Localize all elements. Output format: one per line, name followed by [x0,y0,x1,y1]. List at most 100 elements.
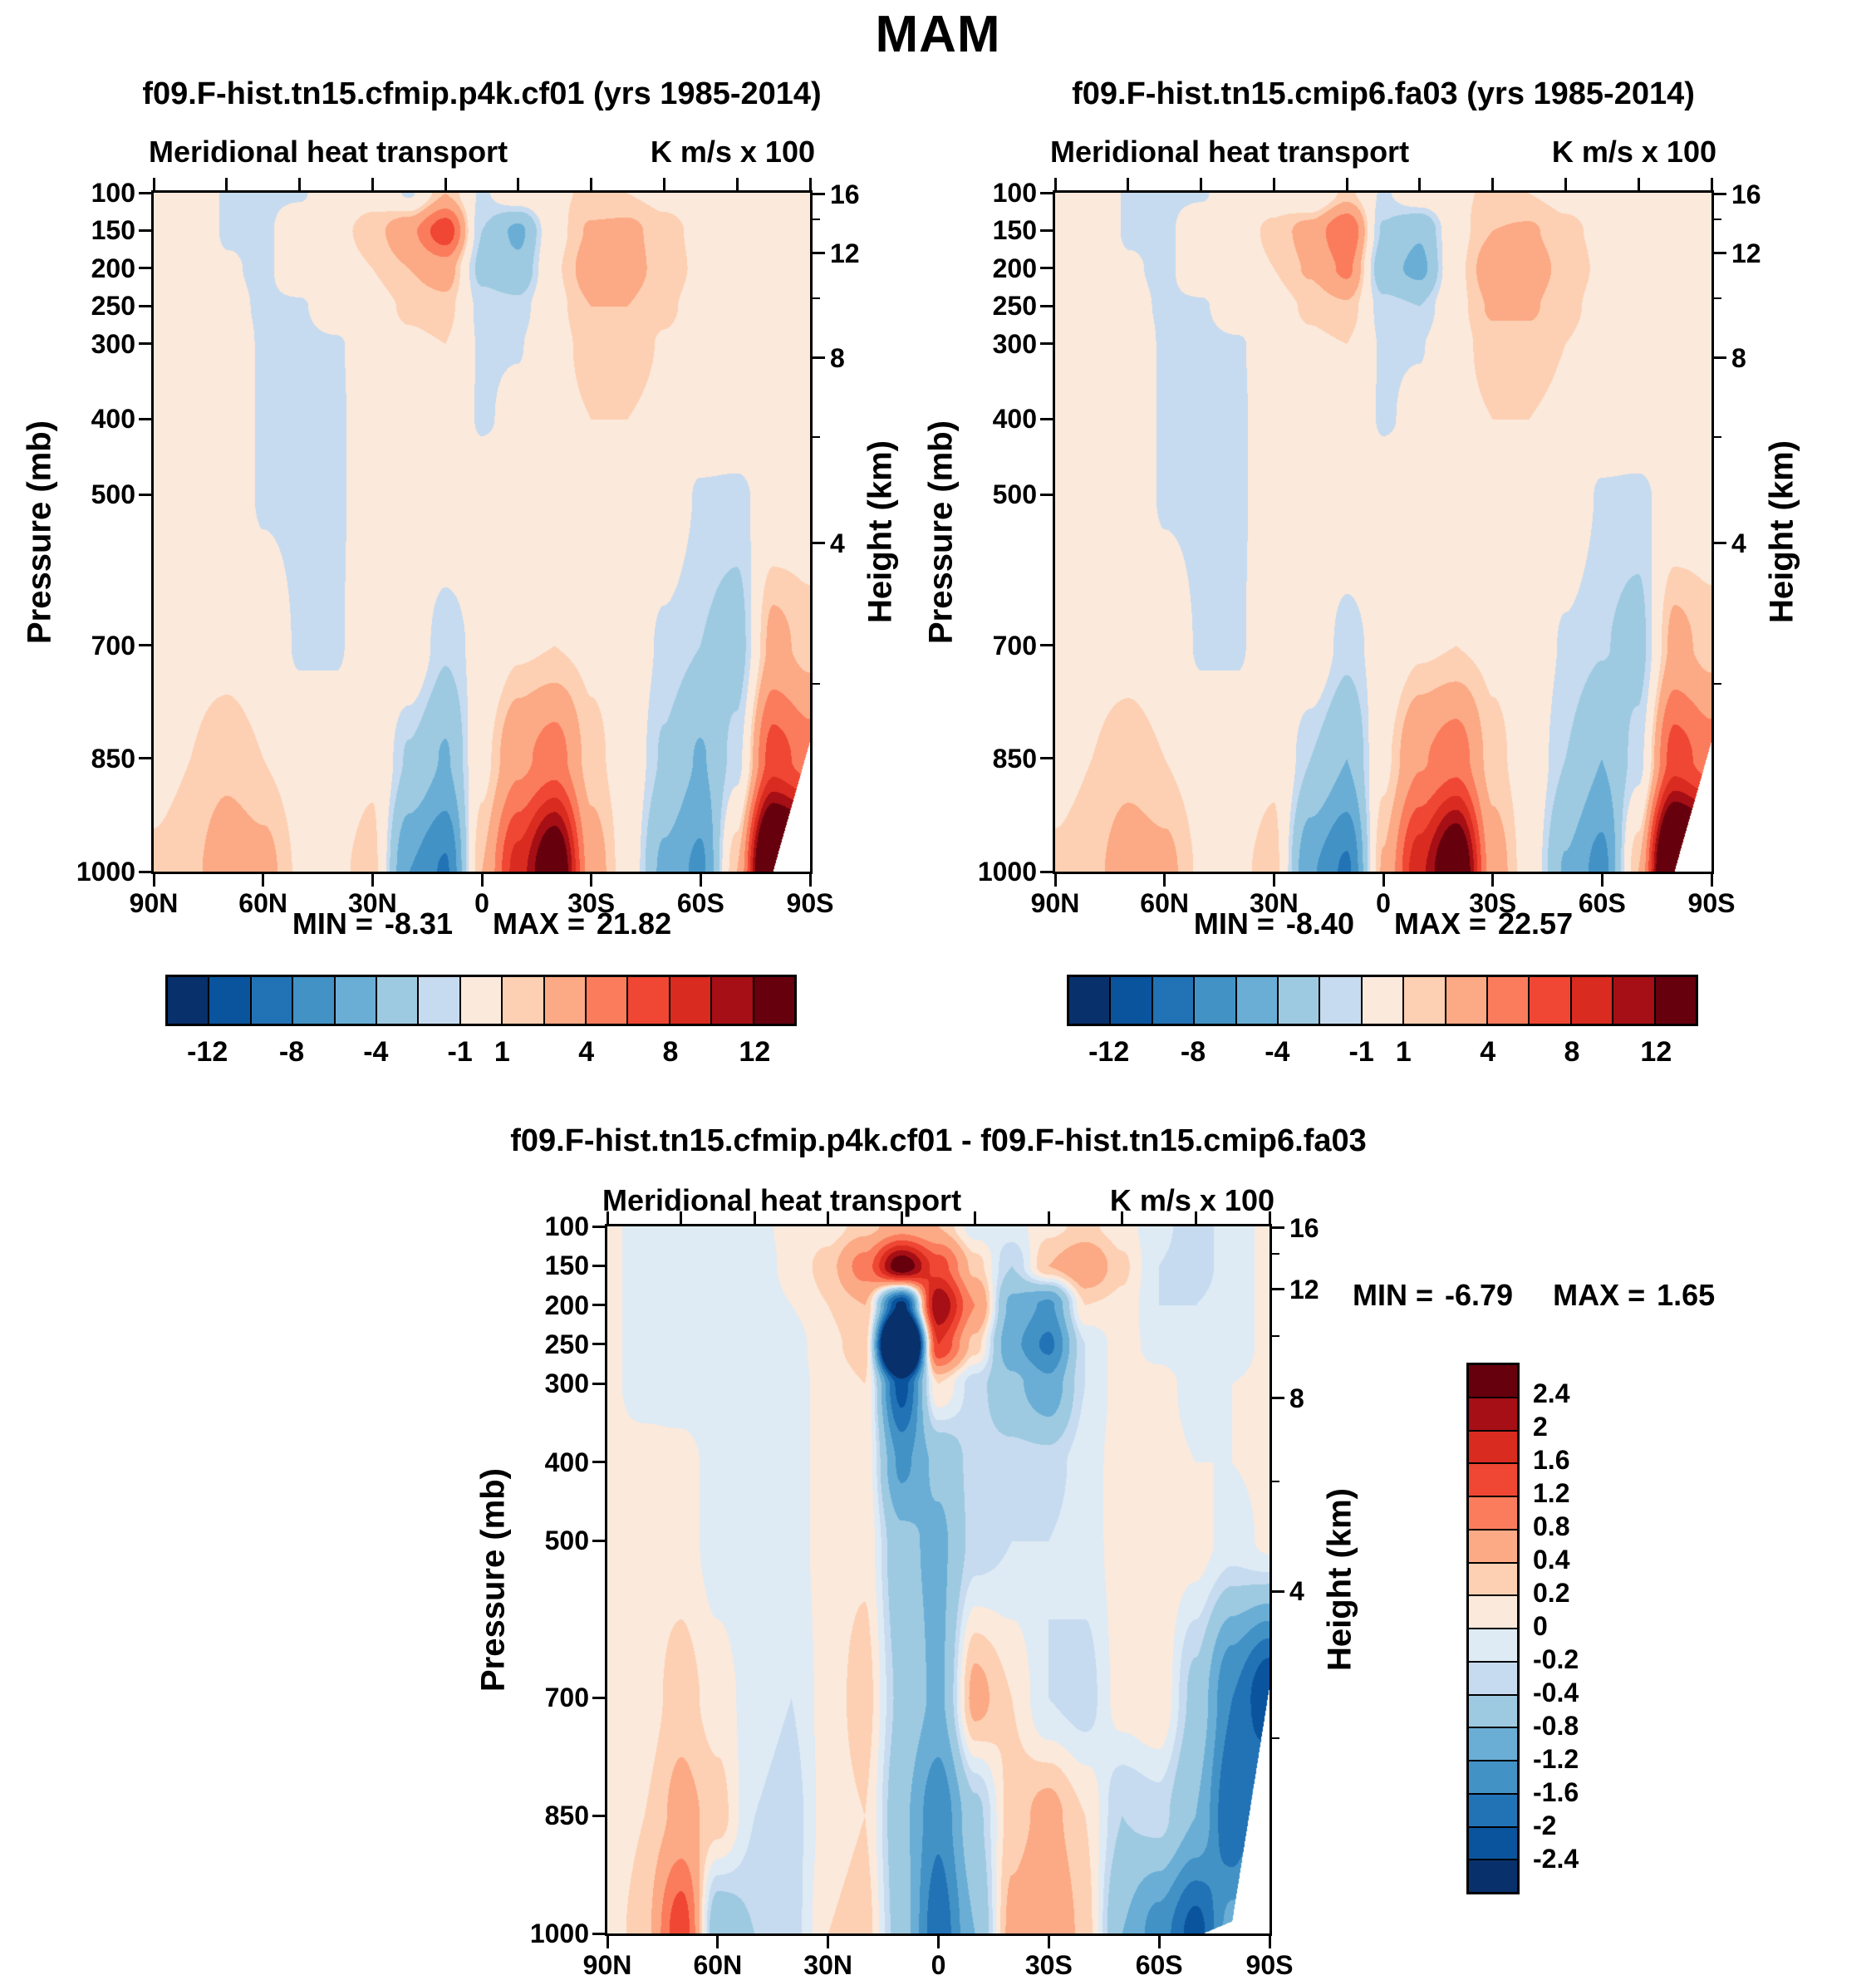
pressure-tick-label: 300 [544,1368,589,1399]
latitude-tick-label: 60N [1140,888,1189,918]
diff-colorbar-cell [1469,1827,1517,1861]
colorbar-tick-label: 1 [1395,1036,1412,1068]
panel-title: f09.F-hist.tn15.cmip6.fa03 (yrs 1985-201… [1072,76,1695,111]
colorbar-cell [251,977,294,1024]
top-latitude-tick [1047,1211,1050,1224]
pressure-tick-label: 1000 [977,857,1037,887]
diff-colorbar-tick-label: -0.2 [1533,1644,1579,1674]
pressure-tick-label: 150 [544,1250,589,1281]
diff-colorbar-tick-label: 1.2 [1533,1478,1570,1508]
pressure-tick-label: 100 [91,178,135,208]
diff-colorbar-cell [1469,1497,1517,1530]
pressure-tick [1040,342,1053,346]
diff-colorbar-tick-label: 1.6 [1533,1445,1570,1475]
height-tick-label: 8 [1731,342,1746,373]
diff-colorbar-tick-label: 2 [1533,1412,1548,1442]
colorbar-cell [1236,977,1279,1024]
colorbar-cell [1488,977,1530,1024]
latitude-tick [262,874,265,887]
pressure-tick [139,870,151,873]
diff-colorbar [1466,1363,1520,1894]
height-minor-tick [1714,683,1721,685]
max-value: 22.57 [1498,906,1574,941]
latitude-tick-label: 90S [1245,1950,1294,1980]
contour-field-canvas [1055,193,1711,872]
height-minor-tick [813,436,820,439]
pressure-tick [139,342,151,346]
top-latitude-tick [827,1211,830,1224]
top-latitude-tick [1491,178,1495,190]
height-tick-label: 12 [1289,1274,1319,1304]
height-minor-tick [1714,219,1721,221]
top-latitude-tick [1200,178,1203,190]
height-tick [1714,542,1726,545]
height-tick-label: 8 [1289,1383,1304,1413]
top-latitude-tick [900,1211,903,1224]
latitude-tick [1157,1936,1161,1948]
colorbar-cell [1362,977,1405,1024]
diff-colorbar-cell [1469,1728,1517,1761]
colorbar-cell [628,977,670,1024]
diff-colorbar-cell [1469,1563,1517,1597]
colorbar-cell [293,977,336,1024]
latitude-tick-label: 90S [1687,888,1736,918]
latitude-tick-label: 30N [803,1950,852,1980]
colorbar-cell [377,977,420,1024]
colorbar-cell [1195,977,1237,1024]
top-latitude-tick [662,178,665,190]
diff-colorbar-tick-label: 0.2 [1533,1578,1570,1608]
pressure-tick-label: 850 [544,1801,589,1831]
pressure-tick-label: 150 [91,215,135,246]
diff-colorbar-tick-label: -2 [1533,1810,1557,1840]
panel-title: f09.F-hist.tn15.cfmip.p4k.cf01 - f09.F-h… [510,1123,1367,1158]
min-value: -8.40 [1285,906,1354,941]
colorbar-cell [1279,977,1321,1024]
top-latitude-tick [1710,178,1713,190]
diff-colorbar-cell [1469,1629,1517,1663]
panel-title: f09.F-hist.tn15.cfmip.p4k.cf01 (yrs 1985… [142,76,822,111]
height-tick-label: 16 [1731,179,1761,209]
pressure-tick [139,304,151,307]
latitude-tick-label: 30N [1249,888,1299,918]
height-minor-tick [813,683,820,685]
height-tick-label: 16 [1289,1212,1319,1243]
colorbar-tick-label: -4 [363,1036,389,1068]
top-latitude-tick [1194,1211,1197,1224]
max-label: MAX = [492,906,585,941]
latitude-tick-label: 0 [1376,888,1391,918]
diff-colorbar-cell [1469,1365,1517,1398]
height-tick-label: 4 [1289,1576,1304,1607]
pressure-tick-label: 850 [91,743,135,774]
pressure-tick-label: 700 [544,1683,589,1713]
pressure-tick-label: 300 [91,328,135,359]
height-minor-tick [1272,1737,1279,1739]
diff-colorbar-cell [1469,1596,1517,1629]
colorbar-cell [587,977,629,1024]
pressure-tick [1040,417,1053,420]
height-minor-tick [1272,1253,1279,1255]
latitude-tick-label: 60S [1135,1950,1183,1980]
units-label: K m/s x 100 [1109,1183,1274,1217]
colorbar-tick-label: 12 [1640,1036,1672,1068]
stats-line: MIN = -8.40 MAX = 22.57 [1055,906,1711,941]
pressure-tick [1040,267,1053,270]
pressure-tick-label: 250 [544,1329,589,1359]
latitude-tick-label: 0 [931,1950,946,1980]
colorbar-cell [1530,977,1572,1024]
colorbar-tick-label: 8 [1564,1036,1580,1068]
plot-header-row: Meridional heat transport K m/s x 100 [602,1183,1274,1218]
top-latitude-tick [152,178,155,190]
pressure-tick-label: 1000 [529,1919,589,1948]
top-latitude-tick [974,1211,977,1224]
pressure-tick-label: 200 [544,1290,589,1320]
latitude-tick [1491,874,1495,887]
latitude-tick [1272,874,1275,887]
max-value: 21.82 [597,906,672,941]
latitude-tick [606,1936,609,1948]
stats-line: MIN = -8.31 MAX = 21.82 [154,906,810,941]
colorbar-cell [1571,977,1614,1024]
contour-field-canvas [154,193,810,872]
colorbar-cell [1111,977,1153,1024]
pressure-tick [1040,757,1053,760]
pressure-tick-label: 1000 [76,857,135,887]
